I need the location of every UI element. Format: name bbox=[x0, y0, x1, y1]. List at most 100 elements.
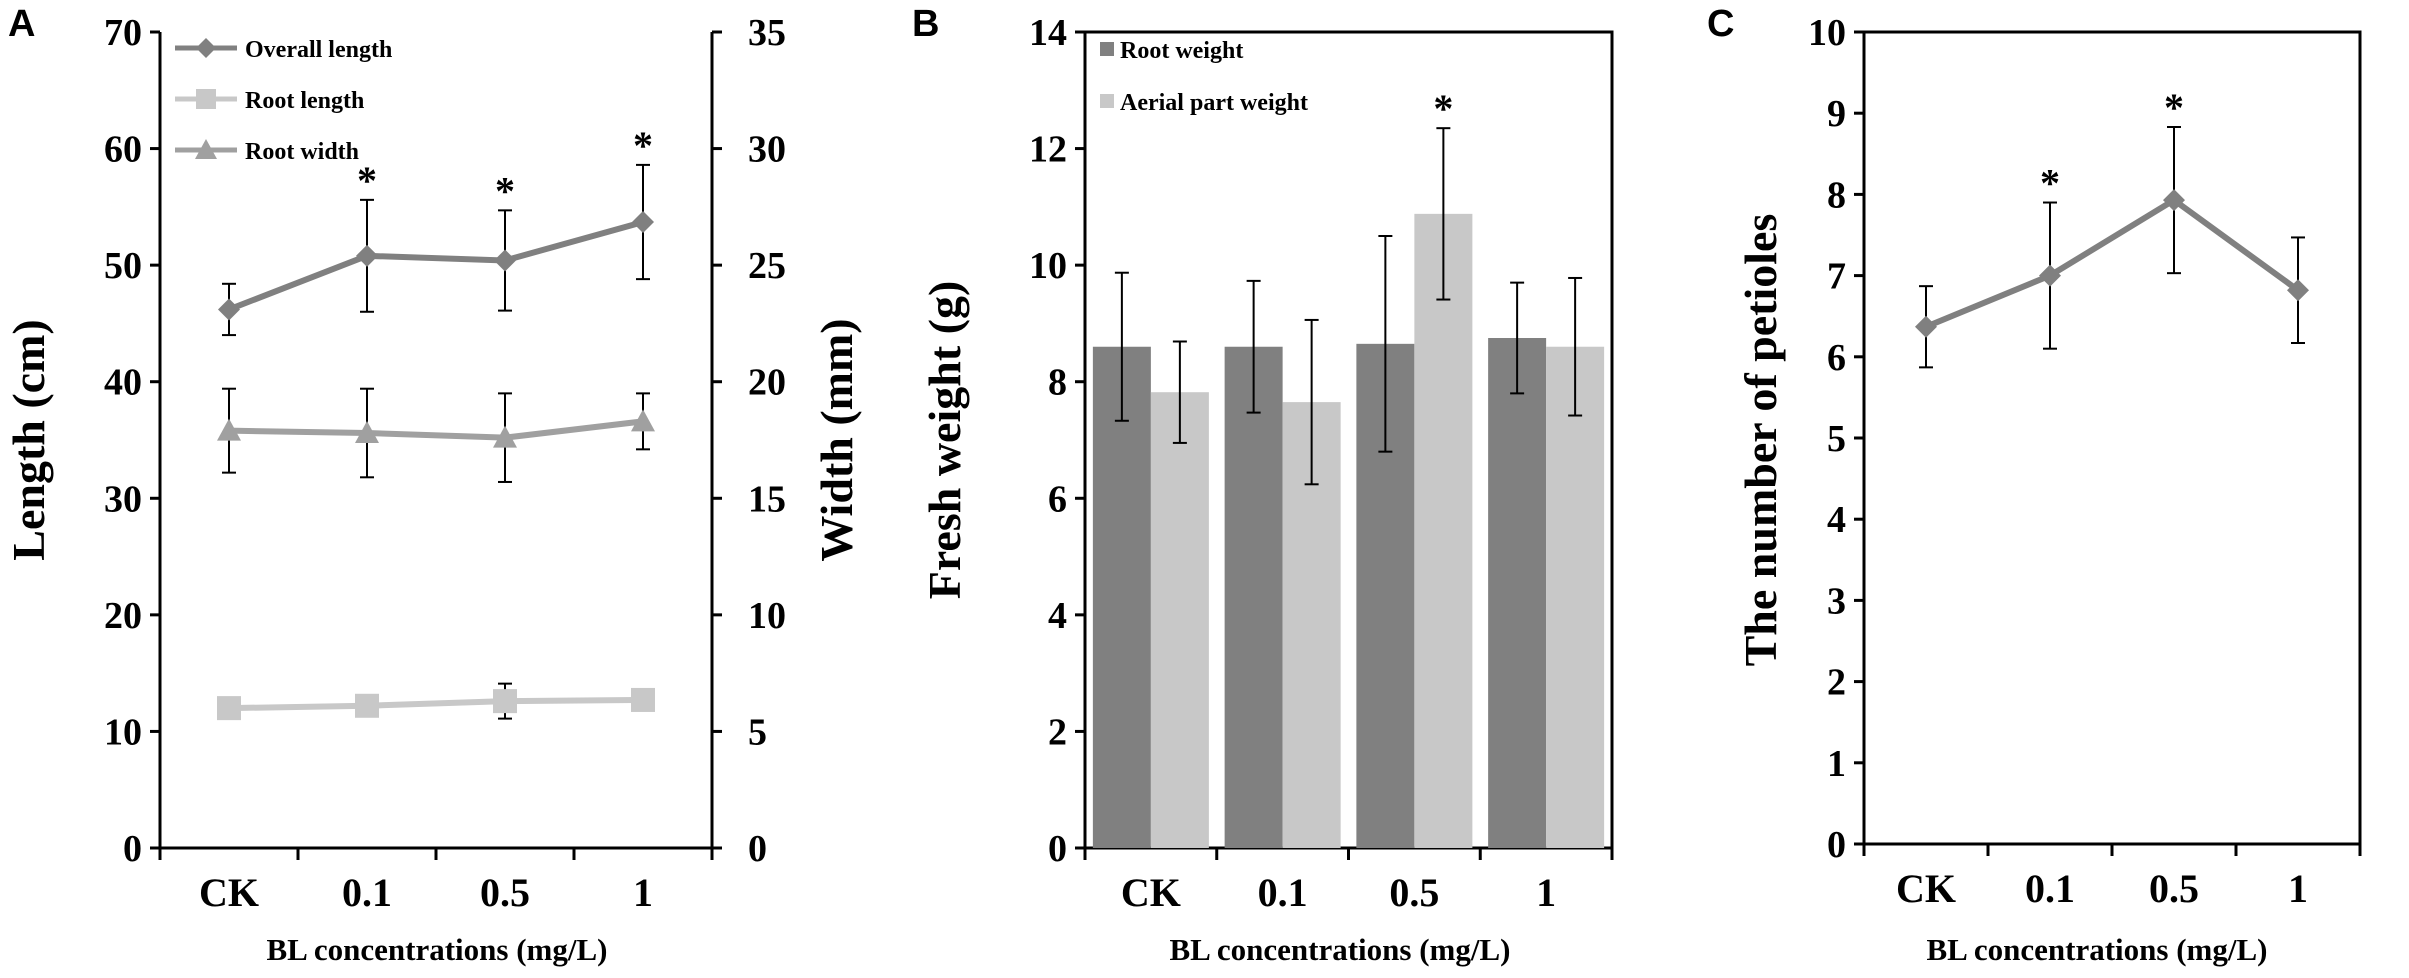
panel-c-y-axis-title: The number of petioles bbox=[1735, 214, 1786, 667]
legend-triangle-icon bbox=[195, 139, 217, 159]
panel-c-y-tick-label: 3 bbox=[1827, 580, 1846, 622]
panel-a-series-line bbox=[228, 418, 644, 441]
panel-a-y2-tick-label: 15 bbox=[748, 478, 786, 520]
panel-b-y-axis-title: Fresh weight (g) bbox=[919, 281, 970, 600]
legend-label-aerial-part-weight: Aerial part weight bbox=[1120, 90, 1308, 116]
panel-a-y-tick-label: 30 bbox=[104, 478, 142, 520]
panel-b-bar bbox=[1150, 392, 1209, 848]
panel-b-category-label: 0.1 bbox=[1258, 870, 1308, 915]
panel-a-data-point bbox=[355, 421, 379, 444]
panel-c-data-point bbox=[1915, 315, 1937, 338]
panel-a-data-point bbox=[493, 689, 517, 714]
panel-c-y-tick-label: 4 bbox=[1827, 499, 1846, 541]
panel-a-series-line bbox=[228, 696, 644, 712]
panel-a-data-point bbox=[494, 249, 516, 272]
panel-b-y-tick-label: 2 bbox=[1048, 711, 1067, 753]
panel-b-y-tick-label: 4 bbox=[1048, 595, 1067, 637]
panel-b-plot: 0 2 4 6 8 10 12 14 CK 0.1 0.5 1 * bbox=[1029, 12, 1614, 915]
panel-a-data-point bbox=[217, 696, 241, 721]
legend-diamond-icon bbox=[196, 38, 216, 58]
panel-b: B 0 2 4 6 8 10 12 14 CK 0.1 0.5 1 * Fresh weight (g)… bbox=[912, 3, 1614, 967]
panel-a-data-point bbox=[632, 211, 654, 234]
panel-c-x-axis-title: BL concentrations (mg/L) bbox=[1927, 932, 2268, 967]
panel-b-bar bbox=[1546, 346, 1605, 848]
panel-letter-b: B bbox=[912, 3, 939, 45]
panel-a-y-tick-label: 70 bbox=[104, 12, 142, 54]
panel-a-data-point bbox=[631, 409, 655, 432]
panel-a: A 0 10 20 30 40 50 60 70 0 5 10 15 20 25 30 35 CK 0.1 0.5 1… bbox=[3, 3, 862, 967]
panel-b-bar bbox=[1092, 346, 1151, 848]
panel-a-y-tick-label: 40 bbox=[104, 362, 142, 404]
panel-letter-c: C bbox=[1707, 3, 1734, 45]
legend-label-root-weight: Root weight bbox=[1120, 38, 1243, 64]
panel-b-x-axis-title: BL concentrations (mg/L) bbox=[1170, 932, 1511, 967]
panel-a-significance-mark: * bbox=[357, 158, 377, 203]
panel-a-category-label: 0.1 bbox=[342, 870, 392, 915]
panel-a-x-axis-title: BL concentrations (mg/L) bbox=[267, 932, 608, 967]
panel-b-category-label: 0.5 bbox=[1389, 870, 1439, 915]
panel-a-data-point bbox=[218, 298, 240, 321]
panel-c-category-label: CK bbox=[1896, 866, 1956, 911]
panel-a-series-line bbox=[227, 219, 644, 313]
panel-a-y-axis-title: Length (cm) bbox=[3, 319, 54, 560]
panel-b-bar bbox=[1224, 346, 1283, 848]
panel-a-y-tick-label: 0 bbox=[123, 828, 142, 870]
panel-a-category-label: CK bbox=[199, 870, 259, 915]
panel-a-y-tick-label: 50 bbox=[104, 245, 142, 287]
panel-a-y2-axis-title: Width (mm) bbox=[811, 318, 862, 561]
panel-a-y2-tick-label: 10 bbox=[748, 595, 786, 637]
panel-a-y2-tick-label: 0 bbox=[748, 828, 767, 870]
panel-a-plot: 0 10 20 30 40 50 60 70 0 5 10 15 20 25 30 35 CK 0.1 0.5 1 * *… bbox=[104, 12, 786, 915]
panel-c-y-tick-label: 5 bbox=[1827, 418, 1846, 460]
panel-a-y2-tick-label: 25 bbox=[748, 245, 786, 287]
panel-c-plot: 0 1 2 3 4 5 6 7 8 9 10 CK 0.1 0.5 1 * * bbox=[1808, 12, 2362, 911]
panel-c-data-point bbox=[2039, 264, 2061, 287]
panel-b-y-tick-label: 14 bbox=[1029, 12, 1067, 54]
panel-c: C 0 1 2 3 4 5 6 7 8 9 10 CK 0.1 0.5 1 * * The number of … bbox=[1707, 3, 2362, 967]
panel-c-y-tick-label: 10 bbox=[1808, 12, 1846, 54]
panel-b-y-tick-label: 12 bbox=[1029, 129, 1067, 171]
panel-a-data-point bbox=[631, 687, 655, 712]
panel-c-category-label: 1 bbox=[2288, 866, 2308, 911]
panel-c-data-point bbox=[2287, 279, 2309, 302]
panel-a-y-tick-label: 10 bbox=[104, 711, 142, 753]
panel-c-significance-mark: * bbox=[2040, 161, 2060, 206]
panel-b-y-tick-label: 6 bbox=[1048, 478, 1067, 520]
panel-a-data-point bbox=[217, 418, 241, 441]
panel-c-y-tick-label: 9 bbox=[1827, 93, 1846, 135]
panel-a-y-tick-label: 20 bbox=[104, 595, 142, 637]
panel-b-bar bbox=[1414, 213, 1473, 848]
legend-label-root-width: Root width bbox=[245, 139, 359, 165]
panel-c-data-point bbox=[2163, 189, 2185, 212]
legend-swatch-aerial-part-weight bbox=[1100, 94, 1114, 108]
panel-c-significance-mark: * bbox=[2164, 85, 2184, 130]
panel-a-y2-tick-label: 20 bbox=[748, 362, 786, 404]
panel-b-significance-mark: * bbox=[1433, 86, 1453, 131]
panel-a-data-point bbox=[356, 244, 378, 267]
panel-a-category-label: 0.5 bbox=[480, 870, 530, 915]
panel-c-y-tick-label: 2 bbox=[1827, 662, 1846, 704]
panel-a-significance-mark: * bbox=[633, 123, 653, 168]
panel-a-y-tick-label: 60 bbox=[104, 129, 142, 171]
panel-c-y-tick-label: 7 bbox=[1827, 256, 1846, 298]
panel-c-series-line bbox=[1924, 196, 2300, 330]
panel-a-legend: Overall length Root length Root width bbox=[175, 37, 392, 165]
panel-c-y-tick-label: 6 bbox=[1827, 337, 1846, 379]
panel-b-y-tick-label: 0 bbox=[1048, 828, 1067, 870]
panel-a-y2-tick-label: 30 bbox=[748, 129, 786, 171]
panel-b-category-label: CK bbox=[1121, 870, 1181, 915]
panel-letter-a: A bbox=[8, 3, 35, 45]
legend-swatch-root-weight bbox=[1100, 42, 1114, 56]
panel-b-y-tick-label: 10 bbox=[1029, 245, 1067, 287]
panel-c-y-tick-label: 1 bbox=[1827, 743, 1846, 785]
panel-a-significance-mark: * bbox=[495, 168, 515, 213]
legend-square-icon bbox=[196, 89, 216, 109]
panel-c-plot-frame bbox=[1862, 30, 2362, 846]
panel-b-bar bbox=[1488, 338, 1547, 848]
panel-c-y-tick-label: 0 bbox=[1827, 824, 1846, 866]
panel-a-category-label: 1 bbox=[633, 870, 653, 915]
panel-c-category-label: 0.5 bbox=[2149, 866, 2199, 911]
panel-a-data-point bbox=[493, 425, 517, 448]
panel-a-y2-tick-label: 35 bbox=[748, 12, 786, 54]
panel-b-y-tick-label: 8 bbox=[1048, 362, 1067, 404]
